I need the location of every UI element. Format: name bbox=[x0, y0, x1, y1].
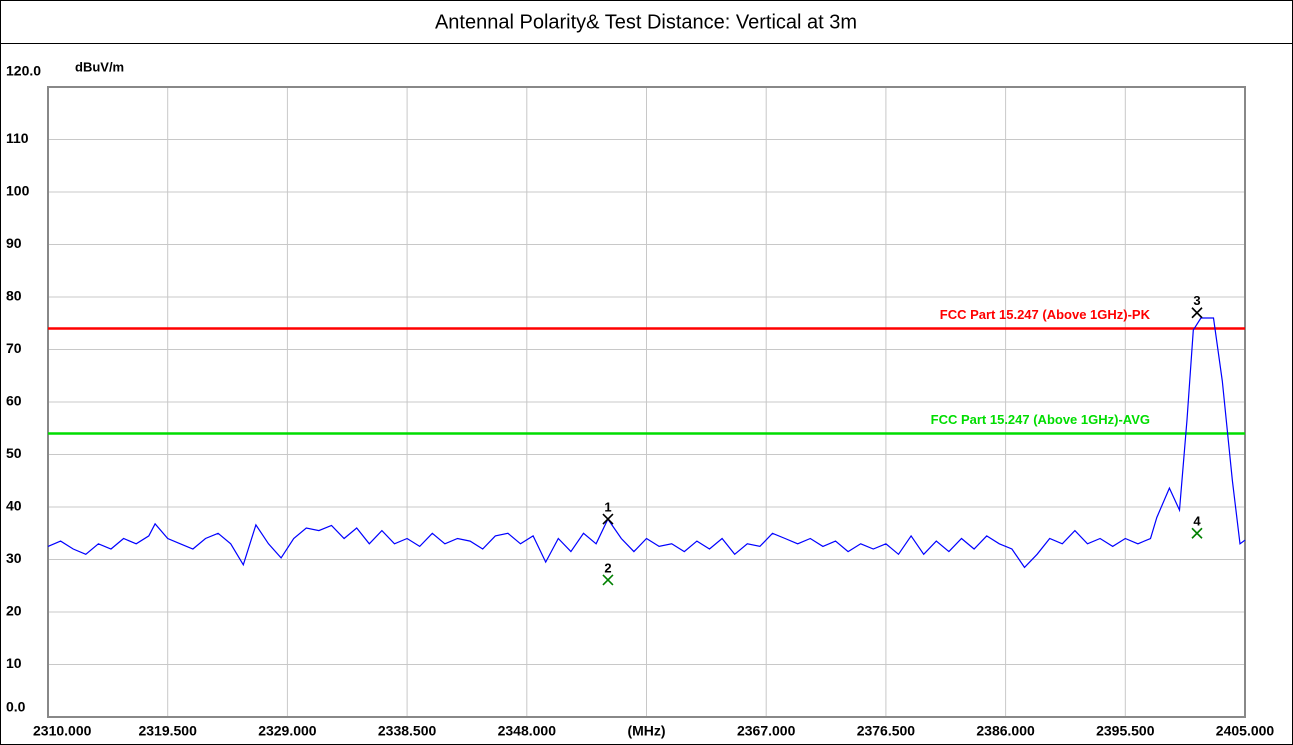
y-tick-label: 80 bbox=[6, 288, 22, 304]
x-tick-label: 2367.000 bbox=[737, 723, 796, 739]
x-tick-label: 2338.500 bbox=[378, 723, 437, 739]
limit-label: FCC Part 15.247 (Above 1GHz)-AVG bbox=[931, 412, 1150, 427]
x-tick-label: 2319.500 bbox=[138, 723, 197, 739]
marker bbox=[602, 574, 614, 586]
y-tick-label: 30 bbox=[6, 550, 22, 566]
x-tick-label: 2348.000 bbox=[498, 723, 557, 739]
x-tick-label: 2329.000 bbox=[258, 723, 317, 739]
marker bbox=[1191, 307, 1203, 319]
x-tick-label: 2376.500 bbox=[857, 723, 916, 739]
limit-label: FCC Part 15.247 (Above 1GHz)-PK bbox=[940, 307, 1151, 322]
y-tick-label: 110 bbox=[6, 130, 29, 146]
y-tick-label: 60 bbox=[6, 393, 22, 409]
marker-label: 4 bbox=[1193, 514, 1201, 529]
x-tick-label: 2405.000 bbox=[1216, 723, 1275, 739]
marker-label: 1 bbox=[604, 500, 611, 515]
y-tick-label: 10 bbox=[6, 655, 22, 671]
chart-title: Antennal Polarity& Test Distance: Vertic… bbox=[435, 11, 857, 33]
trace bbox=[47, 317, 1246, 569]
x-tick-label: 2386.000 bbox=[976, 723, 1035, 739]
y-tick-label: 70 bbox=[6, 340, 22, 356]
y-tick-label: 100 bbox=[6, 183, 30, 199]
x-tick-label: (MHz) bbox=[627, 723, 665, 739]
y-tick-label: 120.0 bbox=[6, 63, 41, 79]
marker bbox=[1191, 527, 1203, 539]
y-tick-label: 20 bbox=[6, 603, 22, 619]
y-tick-label: 40 bbox=[6, 498, 22, 514]
marker-label: 3 bbox=[1193, 293, 1200, 308]
x-tick-label: 2310.000 bbox=[33, 723, 92, 739]
y-tick-label: 0.0 bbox=[6, 699, 26, 715]
plot-border bbox=[47, 86, 1246, 718]
y-tick-label: 50 bbox=[6, 445, 22, 461]
marker bbox=[602, 513, 614, 525]
y-tick-label: 90 bbox=[6, 235, 22, 251]
y-unit: dBuV/m bbox=[75, 59, 124, 74]
x-tick-label: 2395.500 bbox=[1096, 723, 1155, 739]
marker-label: 2 bbox=[604, 560, 611, 575]
